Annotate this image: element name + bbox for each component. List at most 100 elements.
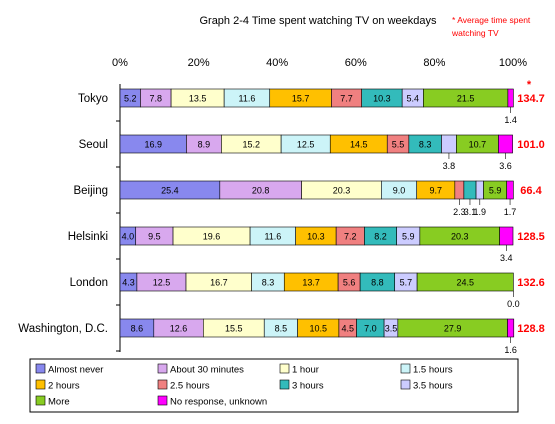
category-label: Seoul: [79, 139, 108, 151]
segment-value-label: 7.7: [340, 94, 353, 104]
legend-swatch: [35, 395, 46, 406]
legend-label: 1.5 hours: [413, 365, 453, 376]
average-value: 128.5: [517, 231, 545, 243]
legend-label: More: [48, 397, 70, 408]
category-label: Tokyo: [78, 93, 108, 105]
segment-value-label: 12.5: [297, 140, 315, 150]
category-label: London: [70, 277, 108, 289]
segment-value-label: 25.4: [161, 186, 179, 196]
segment-value-label: 9.7: [430, 186, 443, 196]
segment-value-label: 20.8: [252, 186, 270, 196]
segment-value-label: 5.9: [489, 186, 502, 196]
category-label: Beijing: [73, 185, 108, 197]
average-note-line2: watching TV: [451, 28, 499, 38]
segment-value-label: 11.6: [239, 94, 256, 104]
legend-label: Almost never: [48, 365, 103, 376]
legend-label: 1 hour: [292, 365, 319, 376]
segment-value-label: 5.2: [124, 94, 137, 104]
legend-label: 3 hours: [292, 381, 324, 392]
small-value-label: 3.6: [499, 161, 512, 171]
bar-segment: [507, 318, 515, 338]
bar-segment: [498, 134, 513, 154]
average-value: 134.7: [517, 93, 545, 105]
small-value-label: 3.8: [443, 161, 456, 171]
bar-segment: [507, 88, 514, 108]
segment-value-label: 20.3: [451, 232, 469, 242]
segment-value-label: 8.5: [275, 324, 288, 334]
segment-value-label: 5.7: [400, 278, 413, 288]
x-tick-label: 100%: [499, 57, 527, 69]
small-value-label: 0.0: [507, 299, 520, 309]
segment-value-label: 8.6: [131, 324, 144, 334]
legend-swatch: [157, 379, 168, 390]
segment-value-label: 15.5: [225, 324, 243, 334]
bar-segment: [454, 180, 465, 200]
average-value: 66.4: [520, 185, 542, 197]
legend-label: 2.5 hours: [170, 381, 210, 392]
segment-value-label: 10.7: [469, 140, 487, 150]
segment-value-label: 3.5: [385, 324, 398, 334]
segment-value-label: 9.0: [393, 186, 406, 196]
x-tick-label: 80%: [423, 57, 445, 69]
small-value-label: 1.6: [504, 345, 517, 355]
legend-swatch: [400, 379, 411, 390]
legend-label: About 30 minutes: [170, 365, 244, 376]
segment-value-label: 21.5: [457, 94, 475, 104]
segment-value-label: 15.2: [242, 140, 260, 150]
segment-value-label: 4.3: [122, 278, 135, 288]
bar-segment: [475, 180, 484, 200]
segment-value-label: 14.5: [350, 140, 368, 150]
segment-value-label: 10.5: [310, 324, 328, 334]
segment-value-label: 8.9: [198, 140, 211, 150]
segment-value-label: 5.5: [392, 140, 405, 150]
legend-label: No response, unknown: [170, 397, 267, 408]
segment-value-label: 5.9: [402, 232, 415, 242]
bars: Tokyo 5.2 7.8 13.5 11.6 15.7 7.7 10.3 5.4 21.5 1.4…: [18, 84, 545, 355]
segment-value-label: 27.9: [444, 324, 462, 334]
legend-label: 2 hours: [48, 381, 80, 392]
legend-swatch: [157, 395, 168, 406]
segment-value-label: 11.6: [264, 232, 281, 242]
segment-value-label: 9.5: [148, 232, 161, 242]
legend: Almost never About 30 minutes 1 hour 1.5 ho…: [29, 358, 519, 413]
small-value-label: 1.7: [504, 207, 517, 217]
legend-swatch: [35, 379, 46, 390]
segment-value-label: 8.3: [262, 278, 275, 288]
category-label: Washington, D.C.: [18, 323, 108, 335]
category-label: Helsinki: [68, 231, 108, 243]
x-tick-label: 40%: [266, 57, 288, 69]
segment-value-label: 7.8: [150, 94, 163, 104]
x-tick-label: 20%: [188, 57, 210, 69]
segment-value-label: 15.7: [292, 94, 310, 104]
segment-value-label: 13.7: [302, 278, 320, 288]
x-tick-label: 0%: [112, 57, 128, 69]
legend-swatch: [35, 363, 46, 374]
bar-segment: [506, 180, 514, 200]
legend-swatch: [279, 379, 290, 390]
small-value-label: 1.9: [474, 207, 487, 217]
average-column-marker: *: [527, 79, 532, 91]
segment-value-label: 12.5: [153, 278, 171, 288]
average-value: 101.0: [517, 139, 545, 151]
segment-value-label: 16.9: [144, 140, 162, 150]
segment-value-label: 19.6: [203, 232, 221, 242]
segment-value-label: 16.7: [210, 278, 228, 288]
segment-value-label: 8.2: [374, 232, 387, 242]
chart-title: Graph 2-4 Time spent watching TV on week…: [199, 15, 437, 27]
small-value-label: 2.3: [453, 207, 466, 217]
bar-segment: [441, 134, 457, 154]
segment-value-label: 10.3: [307, 232, 325, 242]
segment-value-label: 5.6: [343, 278, 356, 288]
x-tick-label: 60%: [345, 57, 367, 69]
segment-value-label: 4.5: [341, 324, 354, 334]
small-value-label: 3.4: [500, 253, 513, 263]
legend-box: [29, 358, 519, 413]
small-value-label: 3.1: [464, 207, 477, 217]
legend-label: 3.5 hours: [413, 381, 453, 392]
segment-value-label: 8.8: [371, 278, 384, 288]
segment-value-label: 13.5: [189, 94, 207, 104]
segment-value-label: 4.0: [122, 232, 135, 242]
segment-value-label: 8.3: [419, 140, 432, 150]
